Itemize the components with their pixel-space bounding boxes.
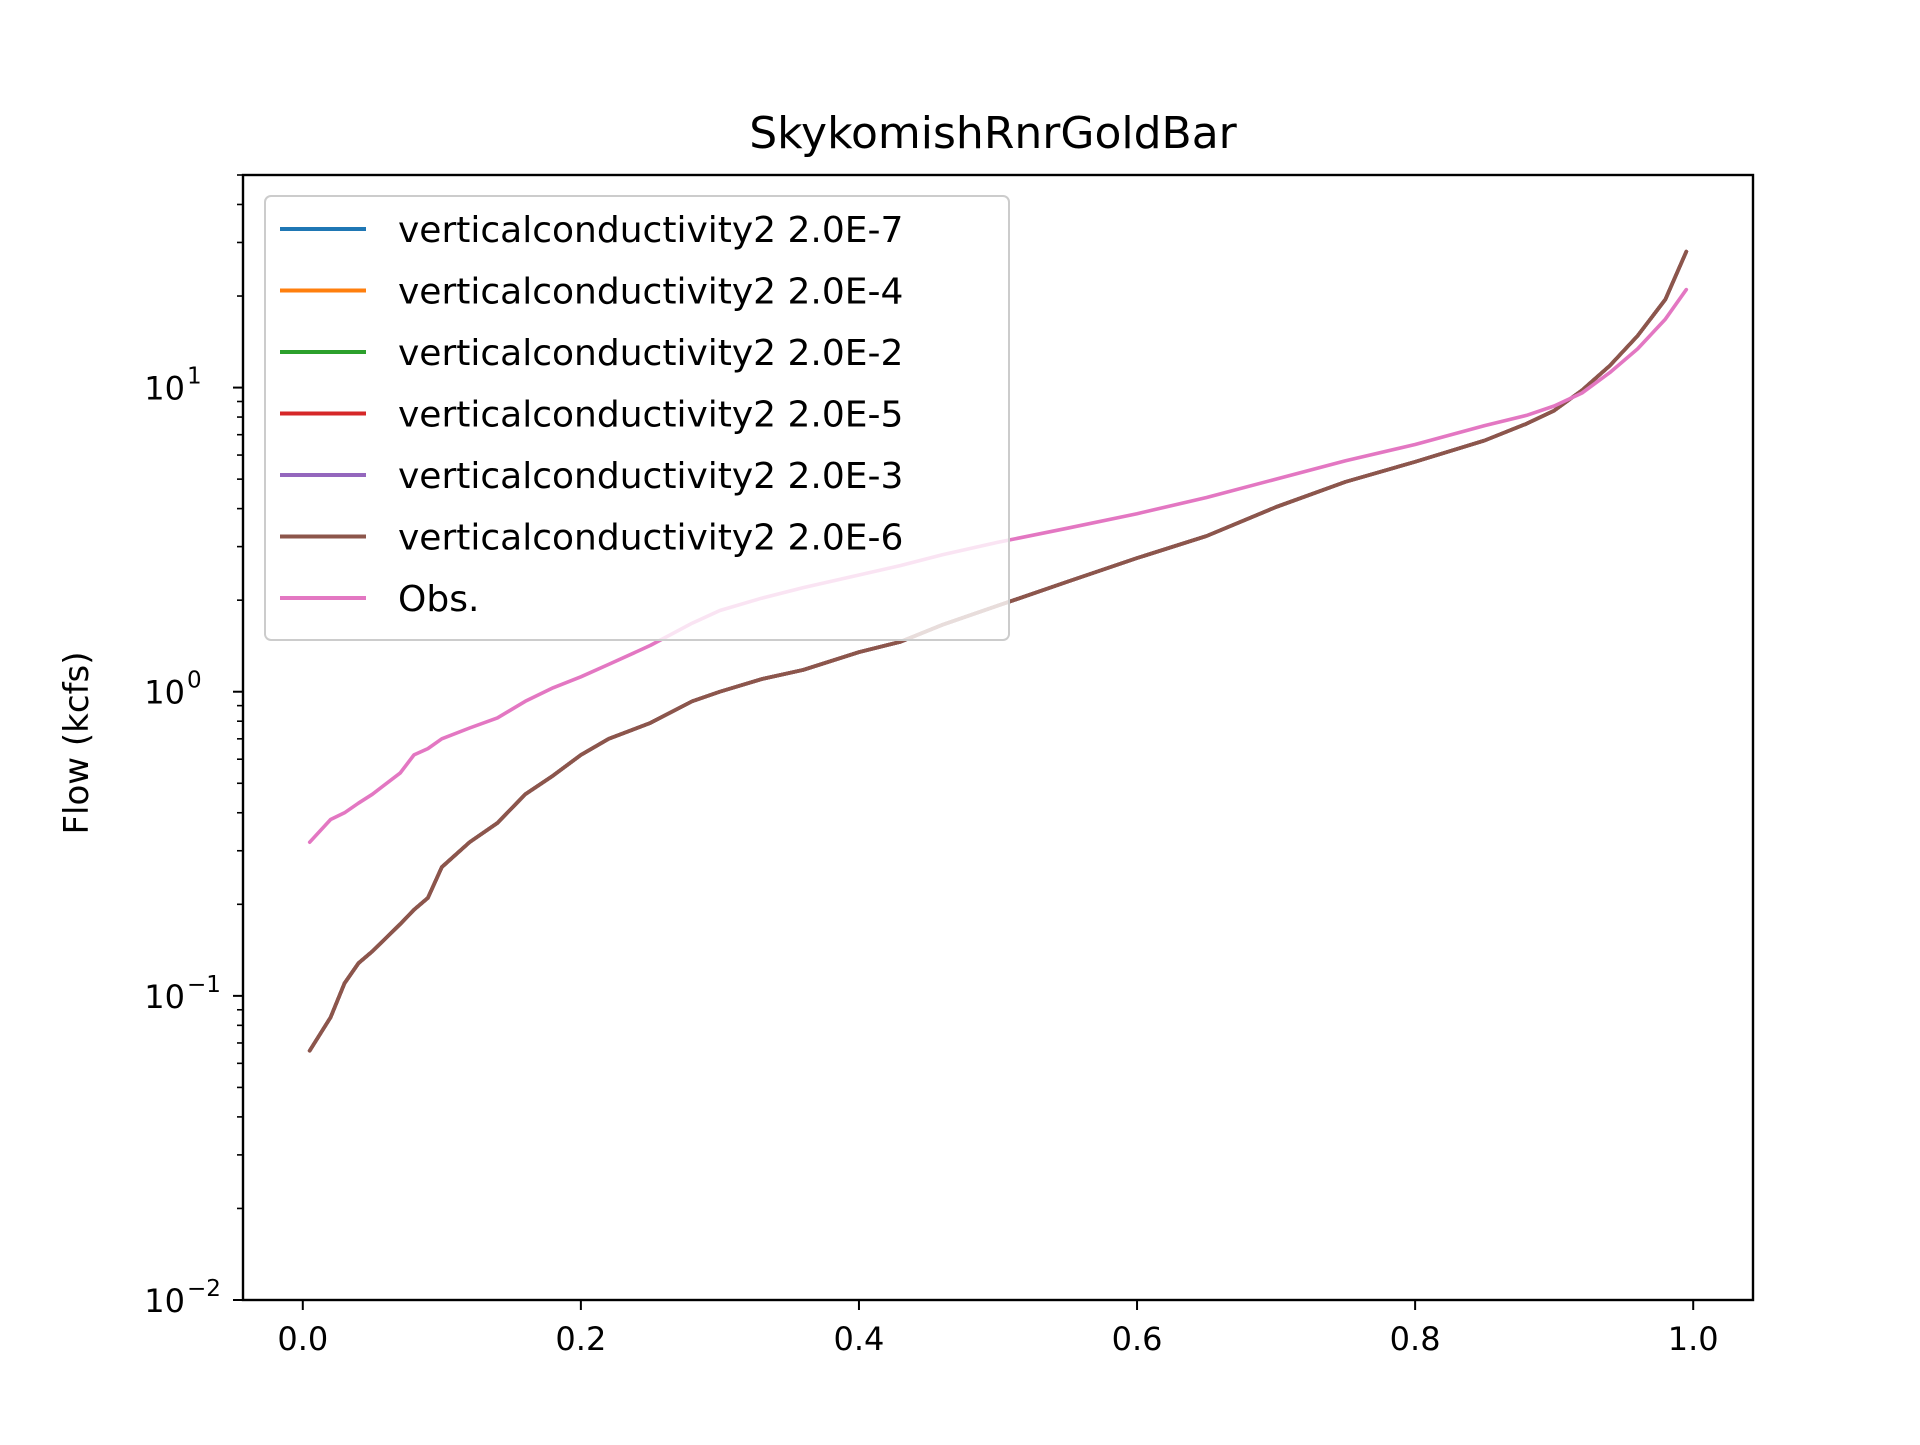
- y-tick-label: 10: [144, 1282, 185, 1320]
- chart-title: SkykomishRnrGoldBar: [749, 108, 1237, 159]
- y-tick-base: 10: [144, 978, 185, 1016]
- x-tick-label: 0.0: [277, 1320, 328, 1358]
- y-tick-label: 10: [144, 978, 185, 1016]
- x-tick-label: 0.2: [555, 1320, 606, 1358]
- x-tick-label: 0.6: [1112, 1320, 1163, 1358]
- legend: verticalconductivity2 2.0E-7 verticalcond…: [264, 195, 1010, 641]
- legend-label-3: verticalconductivity2 2.0E-2: [398, 333, 903, 374]
- legend-box: [264, 195, 1010, 641]
- plot-area-frame: [241, 173, 1755, 1302]
- y-axis-label: Flow (kcfs): [57, 651, 97, 834]
- y-tick-base: 10: [144, 1282, 185, 1320]
- y-tick-base: 10: [144, 370, 185, 408]
- y-tick-label: 10: [144, 370, 185, 408]
- y-tick-exponent: −2: [187, 1276, 221, 1302]
- legend-label-7: Obs.: [398, 579, 479, 620]
- legend-label-6: verticalconductivity2 2.0E-6: [398, 518, 903, 559]
- x-tick-label: 1.0: [1668, 1320, 1719, 1358]
- y-tick-exponent: −1: [187, 972, 221, 998]
- series-line-6: [307, 249, 1689, 1053]
- x-tick-label: 0.8: [1390, 1320, 1441, 1358]
- legend-label-2: verticalconductivity2 2.0E-4: [398, 272, 903, 313]
- y-tick-exponent: 1: [187, 364, 202, 390]
- y-tick-base: 10: [144, 674, 185, 712]
- y-tick-label: 10: [144, 674, 185, 712]
- x-axis-ticks: 0.0 0.2 0.4 0.6 0.8 1.0: [277, 1300, 1719, 1358]
- legend-label-4: verticalconductivity2 2.0E-5: [398, 395, 903, 436]
- legend-label-1: verticalconductivity2 2.0E-7: [398, 210, 903, 251]
- legend-label-5: verticalconductivity2 2.0E-3: [398, 456, 903, 497]
- series-layer: [307, 249, 1689, 1053]
- x-tick-label: 0.4: [834, 1320, 885, 1358]
- y-tick-exponent: 0: [187, 668, 202, 694]
